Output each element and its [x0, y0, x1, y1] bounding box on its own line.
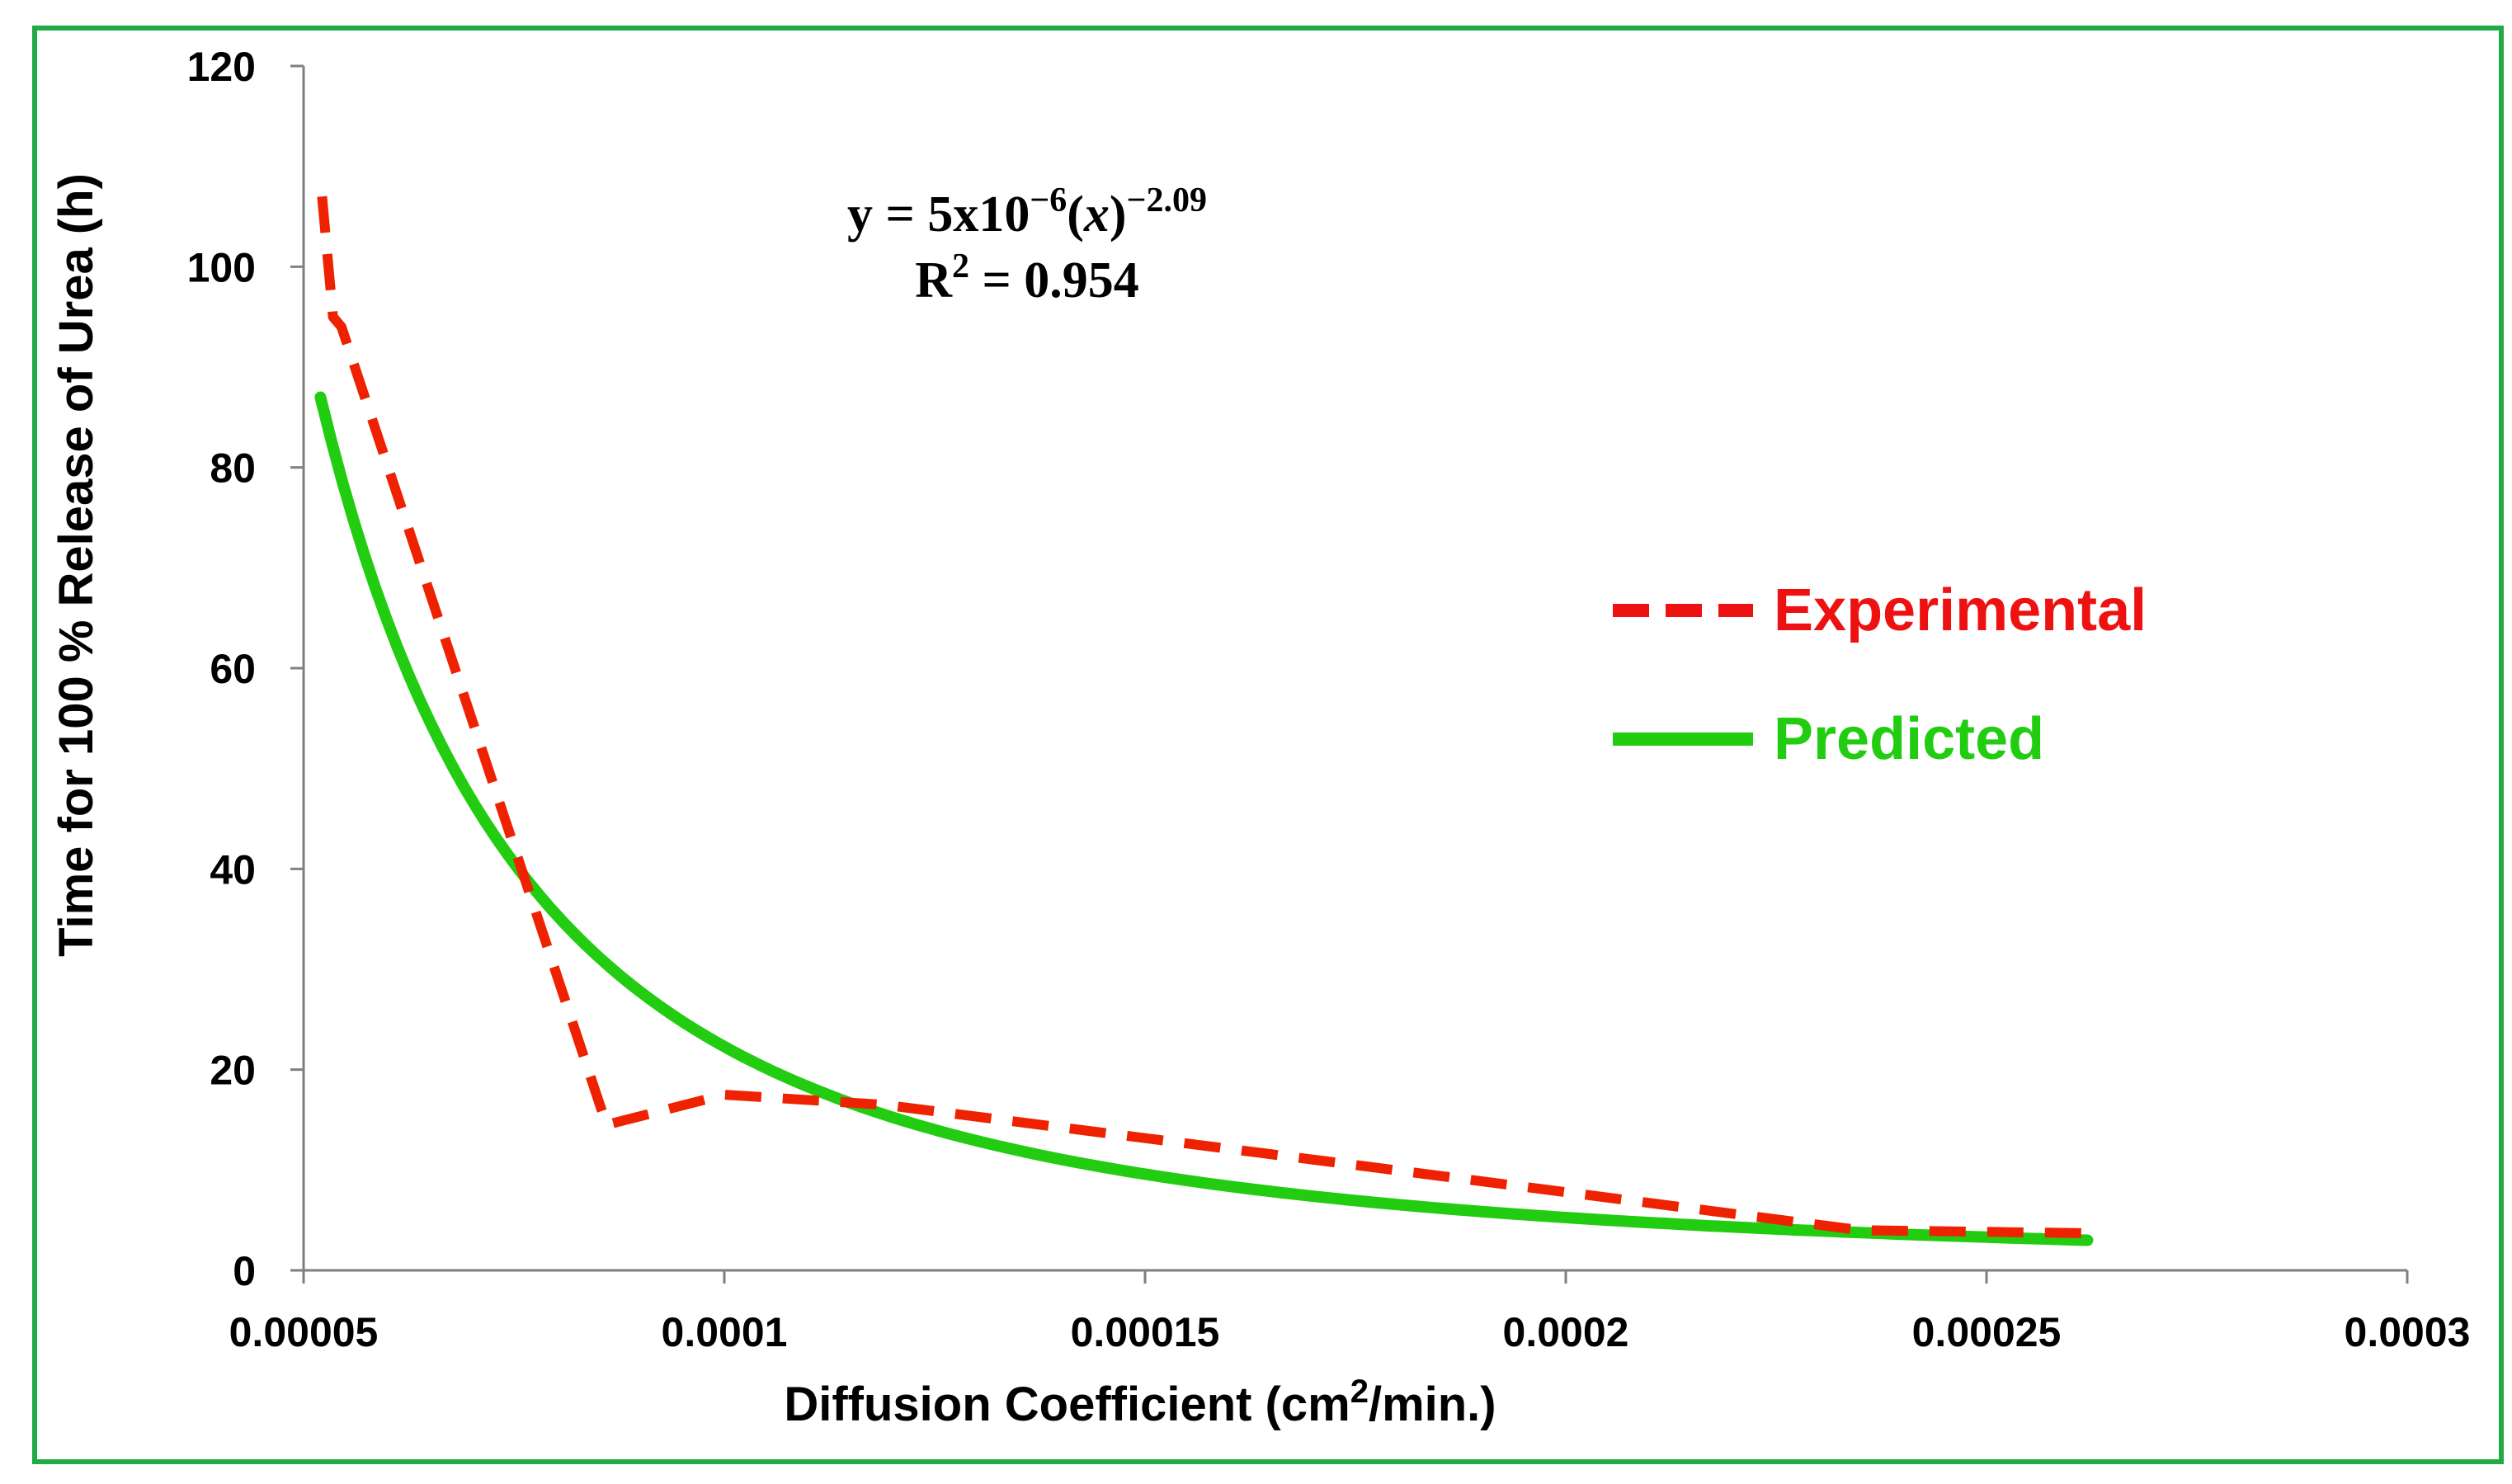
x-tick-label: 0.0001: [662, 1309, 788, 1355]
x-axis-label: Diffusion Coefficient (cm2/min.): [784, 1373, 1496, 1431]
equation-exp2: −2.09: [1127, 181, 1207, 219]
equation-exp1: −6: [1030, 181, 1067, 219]
series-line-experimental: [317, 196, 2088, 1238]
series-line-predicted: [314, 391, 2094, 1246]
y-tick-label: 0: [233, 1248, 256, 1294]
x-tick-label: 0.0003: [2345, 1309, 2471, 1355]
legend: Experimental Predicted: [1613, 577, 2147, 772]
x-tick-label: 0.0002: [1503, 1309, 1629, 1355]
y-tick-label: 120: [187, 44, 256, 90]
legend-label-predicted: Predicted: [1774, 706, 2044, 772]
r2-label: R: [915, 252, 953, 309]
r-squared-annotation: R2 = 0.954: [915, 247, 1139, 309]
y-ticks-group: 0 20 40 60 80 100 120: [187, 44, 304, 1294]
y-tick-label: 60: [210, 646, 256, 692]
x-tick-label: 0.00005: [229, 1309, 379, 1355]
equation-prefix: y = 5x10: [847, 186, 1030, 243]
equation-open: (: [1067, 186, 1084, 243]
x-tick-label: 0.00015: [1071, 1309, 1220, 1355]
legend-label-experimental: Experimental: [1774, 577, 2147, 643]
r2-sup: 2: [952, 247, 969, 285]
r2-value: = 0.954: [969, 252, 1139, 309]
y-tick-label: 20: [210, 1048, 256, 1094]
x-tick-label: 0.00025: [1912, 1309, 2062, 1355]
x-axis-label-tail: /min.): [1369, 1378, 1496, 1431]
x-axis-label-sup: 2: [1350, 1373, 1369, 1410]
chart-frame: [32, 26, 2504, 1464]
x-axis-label-main: Diffusion Coefficient (cm: [784, 1378, 1350, 1431]
equation-annotation: y = 5x10−6(x)−2.09: [847, 181, 1207, 243]
equation-var: x: [1083, 186, 1110, 243]
equation-close: ): [1110, 186, 1127, 243]
y-tick-label: 100: [187, 244, 256, 290]
y-tick-label: 80: [210, 445, 256, 492]
y-axis-label: Time for 100 % Release of Urea (h): [49, 173, 103, 957]
y-tick-label: 40: [210, 846, 256, 893]
x-ticks-group: 0.00005 0.0001 0.00015 0.0002 0.00025 0.0003: [229, 1270, 2471, 1355]
